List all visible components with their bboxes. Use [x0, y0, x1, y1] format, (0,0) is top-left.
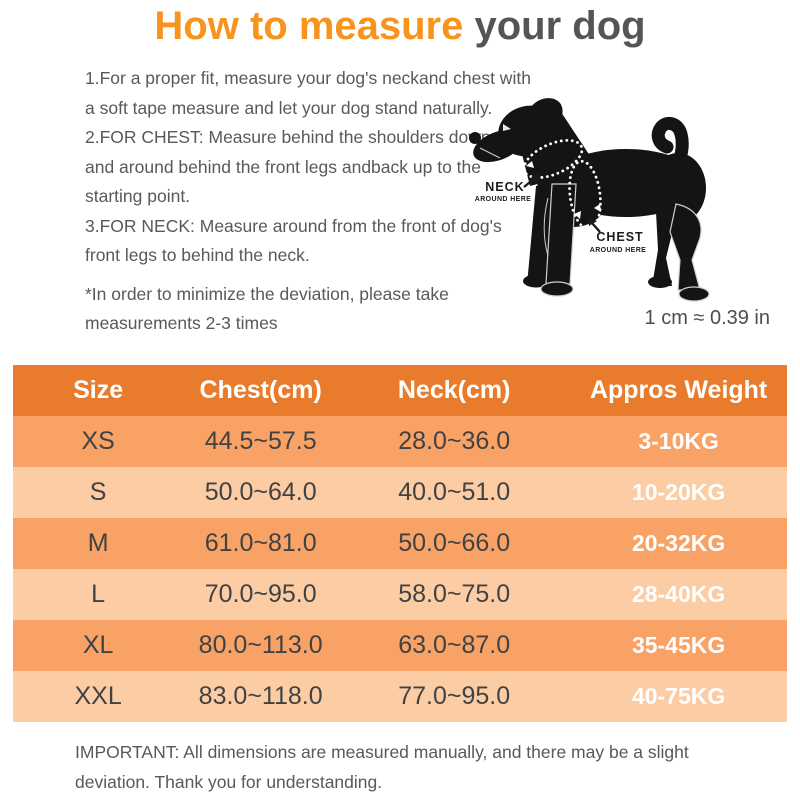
chest-label: CHEST — [596, 230, 643, 244]
weight-cell: 28-40KG — [631, 581, 726, 607]
neck-sublabel: AROUND HERE — [475, 196, 532, 203]
deviation-note: *In order to minimize the deviation, ple… — [85, 280, 531, 339]
dog-far-rear-paw — [648, 276, 672, 288]
weight-cell: 35-45KG — [631, 632, 726, 658]
weight-cell: 20-32KG — [631, 530, 726, 556]
chest-cell: 80.0~113.0 — [198, 631, 323, 659]
note-line: measurements 2-3 times — [85, 313, 278, 333]
table-row: XL 80.0~113.0 63.0~87.0 35-45KG — [13, 620, 787, 671]
neck-cell: 77.0~95.0 — [398, 682, 511, 710]
chest-cell: 61.0~81.0 — [204, 529, 317, 557]
instruction-line: and around behind the front legs andback… — [85, 156, 481, 177]
measuring-instructions: 1.For a proper fit, measure your dog's n… — [85, 64, 531, 339]
dog-far-front-paw — [523, 274, 549, 288]
instruction-line: front legs to behind the neck. — [85, 245, 310, 265]
chest-arrow-icon — [588, 217, 601, 233]
chest-cell: 83.0~118.0 — [198, 682, 323, 710]
instruction-line: a soft tape measure and let your dog sta… — [85, 97, 493, 118]
size-cell: XL — [82, 631, 114, 659]
size-cell: S — [89, 478, 107, 506]
dog-diagram-svg: NECK AROUND HERE CHEST AROUND HERE — [469, 98, 710, 302]
weight-cell: 10-20KG — [631, 479, 726, 505]
table-row: S 50.0~64.0 40.0~51.0 10-20KG — [13, 467, 787, 518]
dog-hindquarters — [650, 153, 706, 223]
instruction-line: 2.FOR CHEST: Measure behind the shoulder… — [85, 127, 491, 147]
neck-label: NECK — [485, 180, 524, 194]
dog-near-front-paw — [540, 281, 574, 297]
table-header-cell: Neck(cm) — [397, 376, 511, 404]
chest-cell: 44.5~57.5 — [204, 427, 317, 455]
size-cell: XS — [81, 427, 115, 455]
table-body: XS 44.5~57.5 28.0~36.0 3-10KG S 50.0~64.… — [13, 416, 787, 722]
neck-ellipse-arrowhead — [526, 161, 534, 168]
footer-line: deviation. Thank you for understanding. — [75, 772, 383, 792]
neck-arrow-icon — [523, 173, 540, 188]
unit-conversion-note: 1 cm ≈ 0.39 in — [644, 307, 770, 329]
note-line: *In order to minimize the deviation, ple… — [85, 283, 449, 304]
chest-measure-ellipse — [568, 159, 602, 231]
neck-cell: 58.0~75.0 — [398, 580, 511, 608]
chest-cell: 70.0~95.0 — [204, 580, 317, 608]
instruction-line: 1.For a proper fit, measure your dog's n… — [85, 68, 531, 88]
instruction-line: starting point. — [85, 186, 191, 206]
chest-sublabel: AROUND HERE — [590, 247, 647, 254]
table-row: XS 44.5~57.5 28.0~36.0 3-10KG — [13, 416, 787, 467]
dog-near-rear-leg — [669, 203, 702, 291]
dog-silhouette-icon — [469, 98, 710, 302]
title-rest: your dog — [463, 4, 646, 48]
dog-near-rear-paw — [678, 286, 710, 302]
size-chart-table: Size Chest(cm) Neck(cm) Appros Weight XS 44… — [13, 365, 787, 722]
size-cell: XXL — [74, 682, 122, 710]
chest-ellipse-arrowhead — [594, 204, 601, 212]
table-row: L 70.0~95.0 58.0~75.0 28-40KG — [13, 569, 787, 620]
dog-nose — [469, 132, 481, 144]
chest-cell: 50.0~64.0 — [204, 478, 317, 506]
chest-ellipse-arrowhead — [574, 211, 581, 219]
dog-near-front-leg — [545, 183, 577, 285]
title-highlight: How to measure — [154, 4, 464, 48]
page-title: How to measure your dog — [0, 4, 800, 49]
table-header-cell: Chest(cm) — [199, 376, 322, 404]
size-cell: L — [91, 580, 106, 608]
dog-muzzle — [473, 129, 523, 163]
dog-mouth-line — [479, 147, 501, 159]
instruction-steps: 1.For a proper fit, measure your dog's n… — [85, 64, 531, 271]
table-header-row: Size Chest(cm) Neck(cm) Appros Weight — [13, 365, 787, 416]
footer-line: IMPORTANT: All dimensions are measured m… — [75, 742, 689, 762]
table-row: M 61.0~81.0 50.0~66.0 20-32KG — [13, 518, 787, 569]
table-header-cell: Size — [73, 376, 124, 404]
dog-measurement-diagram: NECK AROUND HERE CHEST AROUND HERE — [458, 86, 788, 314]
size-cell: M — [87, 529, 109, 557]
neck-cell: 40.0~51.0 — [398, 478, 511, 506]
neck-cell: 28.0~36.0 — [398, 427, 511, 455]
weight-cell: 3-10KG — [638, 428, 719, 454]
neck-cell: 50.0~66.0 — [398, 529, 511, 557]
instruction-line: 3.FOR NECK: Measure around from the fron… — [85, 215, 502, 236]
table-header-cell: Appros Weight — [589, 376, 768, 404]
neck-cell: 63.0~87.0 — [398, 631, 511, 659]
neck-measure-ellipse — [522, 138, 584, 180]
dog-shoulder-line — [543, 197, 549, 257]
weight-cell: 40-75KG — [631, 683, 726, 709]
footer-note: IMPORTANT: All dimensions are measured m… — [75, 737, 689, 797]
table-row: XXL 83.0~118.0 77.0~95.0 40-75KG — [13, 671, 787, 722]
dog-eye — [503, 124, 511, 131]
